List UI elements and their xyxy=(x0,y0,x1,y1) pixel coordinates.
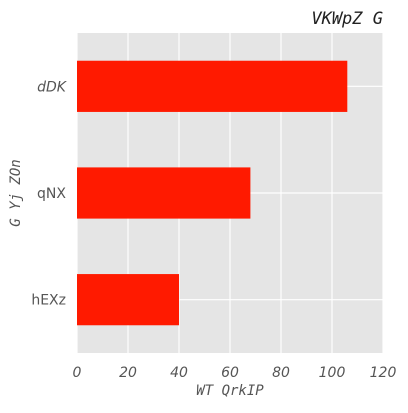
chart-title: VKWpZ G xyxy=(311,9,383,29)
bar xyxy=(77,274,179,326)
x-tick-label: 80 xyxy=(272,365,290,381)
x-tick-label: 0 xyxy=(73,365,82,381)
x-tick-label: 100 xyxy=(319,365,346,381)
y-tick-label: qNX xyxy=(37,186,66,202)
y-tick-label: dDK xyxy=(37,79,68,95)
bar xyxy=(77,60,348,112)
x-axis-label: WT QrkIP xyxy=(196,383,264,399)
y-axis-label: G Yj ZOn xyxy=(8,159,24,226)
x-tick-label: 20 xyxy=(119,365,137,381)
bars xyxy=(77,60,348,326)
x-tick-label: 120 xyxy=(370,365,397,381)
x-tick-label: 60 xyxy=(221,365,239,381)
x-tick-label: 40 xyxy=(170,365,188,381)
y-tick-label: hEXz xyxy=(31,293,66,309)
y-tick-labels: dDK qNX hEXz xyxy=(31,79,67,308)
x-tick-labels: 0 20 40 60 80 100 120 xyxy=(73,365,397,381)
bar xyxy=(77,167,251,219)
